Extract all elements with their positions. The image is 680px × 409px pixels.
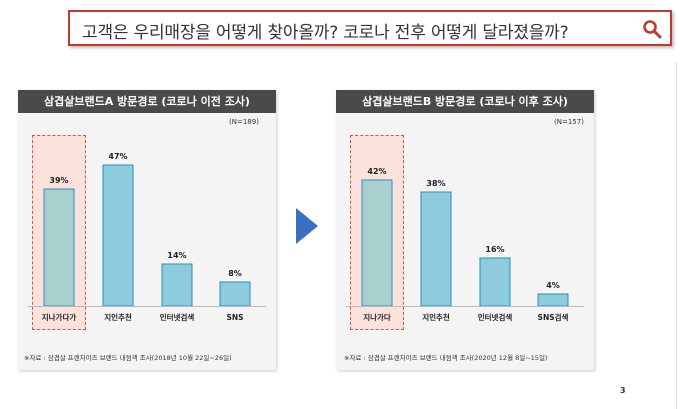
data-label: 14% — [167, 251, 186, 260]
category-label: SNS검색 — [538, 312, 569, 322]
bar-3 — [537, 293, 569, 307]
data-label: 39% — [49, 176, 68, 185]
sample-size: (N=189) — [229, 118, 259, 126]
question-text: 고객은 우리매장을 어떻게 찾아올까? 코로나 전후 어떻게 달라졌을까? — [82, 23, 569, 43]
data-label: 38% — [426, 179, 445, 188]
category-label: 지인추천 — [422, 312, 450, 322]
bar-0 — [43, 188, 75, 307]
data-label: 16% — [485, 245, 504, 254]
chart-panel-before: 삼겹살브랜드A 방문경로 (코로나 이전 조사) (N=189) 39% 지나가다… — [18, 90, 276, 370]
data-label: 8% — [228, 269, 242, 278]
category-label: SNS — [226, 313, 243, 322]
page-number: 3 — [620, 386, 626, 395]
sample-size: (N=157) — [554, 118, 584, 126]
category-label: 인터넷검색 — [160, 312, 195, 322]
bar-chart-before: 39% 지나가다가 47% 지인추천 14% 인터넷검색 8% SNS — [28, 152, 266, 322]
bar-1 — [102, 164, 134, 307]
page-edge-rule — [676, 62, 677, 409]
category-label: 지나가다가 — [42, 312, 77, 322]
bar-0 — [361, 179, 393, 307]
arrow-right-icon — [296, 208, 318, 244]
data-label: 47% — [108, 152, 127, 161]
bar-2 — [161, 263, 193, 307]
bar-3 — [219, 281, 251, 307]
chart-title: 삼겹살브랜드A 방문경로 (코로나 이전 조사) — [18, 90, 276, 113]
category-label: 인터넷검색 — [478, 312, 513, 322]
bar-1 — [420, 191, 452, 307]
chart-panel-after: 삼겹살브랜드B 방문경로 (코로나 이후 조사) (N=157) 42% 지나가다… — [336, 90, 594, 370]
category-label: 지인추천 — [104, 312, 132, 322]
bar-chart-after: 42% 지나가다 38% 지인추천 16% 인터넷검색 4% SNS검색 — [346, 167, 584, 322]
data-label: 42% — [367, 167, 386, 176]
search-icon — [643, 20, 662, 39]
category-label: 지나가다 — [363, 312, 391, 322]
bar-2 — [479, 257, 511, 307]
question-banner: 고객은 우리매장을 어떻게 찾아올까? 코로나 전후 어떻게 달라졌을까? — [68, 10, 672, 46]
footnote: ※자료 : 삼겹살 프랜차이즈 브랜드 내점객 조사(2020년 12월 8일~… — [344, 354, 548, 362]
footnote: ※자료 : 삼겹살 프랜차이즈 브랜드 내점객 조사(2018년 10월 22일… — [24, 354, 232, 362]
data-label: 4% — [546, 281, 560, 290]
chart-title: 삼겹살브랜드B 방문경로 (코로나 이후 조사) — [336, 90, 594, 113]
